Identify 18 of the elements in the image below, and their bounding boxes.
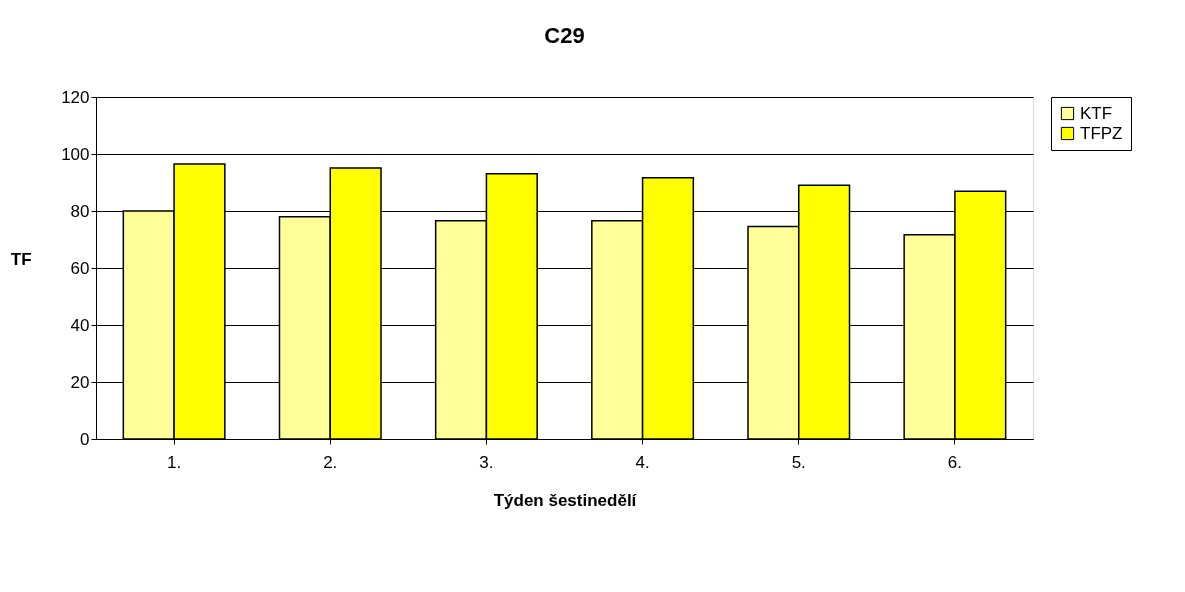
y-tick-label: 80	[70, 201, 90, 221]
y-tick-label: 0	[80, 429, 90, 449]
x-tick-label: 3.	[479, 452, 494, 472]
x-tick-label: 1.	[166, 452, 182, 472]
x-tick-label: 2.	[323, 452, 338, 472]
y-tick-label: 60	[70, 258, 90, 278]
y-tick-label: 20	[70, 372, 90, 392]
x-tick-label: 5.	[791, 452, 806, 472]
y-axis-title: TF	[10, 249, 32, 269]
x-tick-label: 6.	[947, 452, 963, 472]
chart-title: C29	[544, 23, 585, 48]
legend-label: TFPZ	[1080, 123, 1123, 143]
x-axis-title: Týden šestinedělí	[493, 490, 638, 510]
legend-label: KTF	[1080, 103, 1113, 123]
y-tick-label: 100	[61, 144, 90, 164]
y-tick-label: 120	[61, 87, 90, 107]
x-tick-label: 4.	[635, 452, 650, 472]
y-tick-label: 40	[70, 315, 90, 335]
